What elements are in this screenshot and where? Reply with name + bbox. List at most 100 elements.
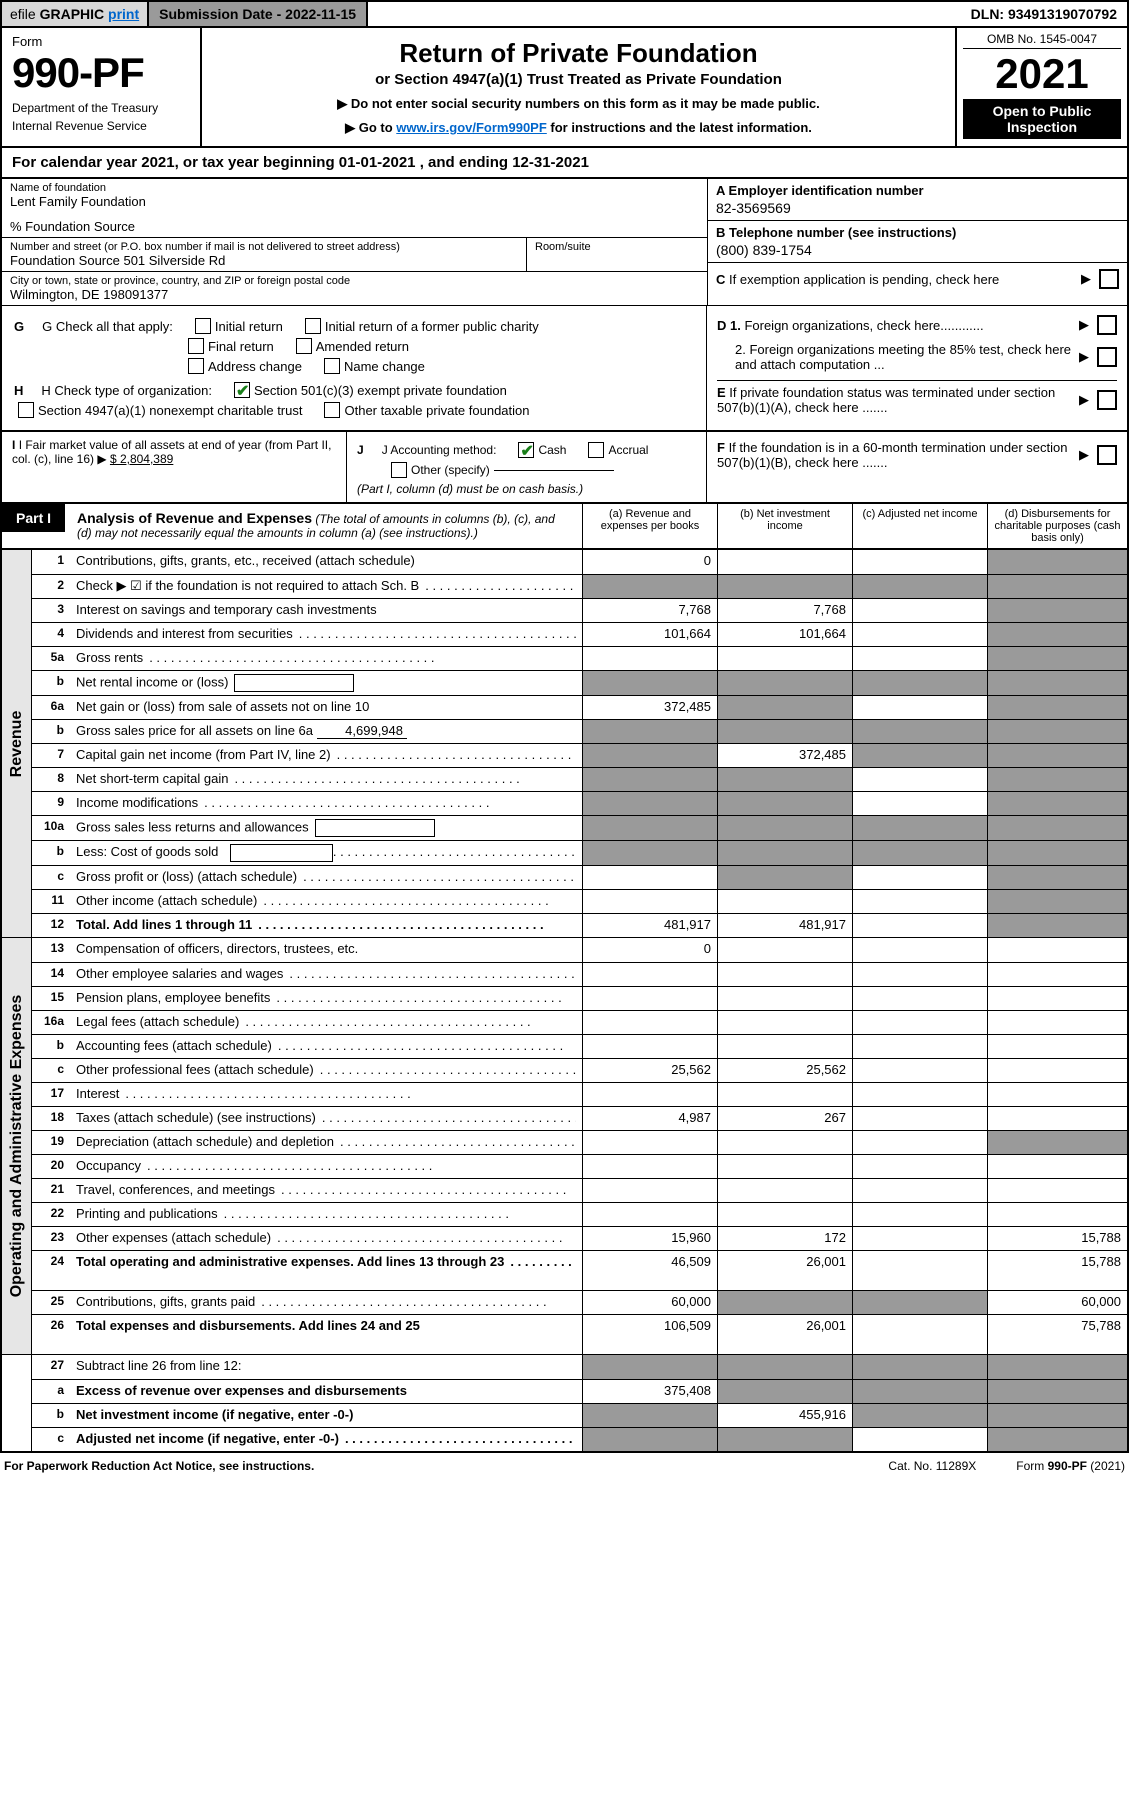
checks-block: G G Check all that apply: Initial return…: [0, 305, 1129, 432]
table-row: 16aLegal fees (attach schedule): [32, 1010, 1127, 1034]
checkbox-initial-return[interactable]: [195, 318, 211, 334]
cell-col-d: [987, 914, 1127, 937]
line-number: 6a: [32, 696, 70, 719]
cell-col-b: [717, 866, 852, 889]
cell-col-a: [582, 1203, 717, 1226]
cell-col-d: [987, 1011, 1127, 1034]
cell-col-b: 26,001: [717, 1315, 852, 1354]
form-header: Form 990-PF Department of the Treasury I…: [0, 28, 1129, 148]
line-number: 23: [32, 1227, 70, 1250]
cell-col-a: 106,509: [582, 1315, 717, 1354]
checkbox-final-return[interactable]: [188, 338, 204, 354]
cell-col-d: [987, 550, 1127, 574]
cell-col-a: 481,917: [582, 914, 717, 937]
table-row: 11Other income (attach schedule): [32, 889, 1127, 913]
checkbox-amended-return[interactable]: [296, 338, 312, 354]
cell-col-d: [987, 744, 1127, 767]
col-c-header: (c) Adjusted net income: [852, 504, 987, 548]
cell-col-b: [717, 647, 852, 670]
form-number: 990-PF: [12, 49, 190, 97]
cell-col-c: [852, 1380, 987, 1403]
cell-col-b: [717, 816, 852, 840]
checkbox-4947a1[interactable]: [18, 402, 34, 418]
cell-col-c: [852, 914, 987, 937]
line-number: 25: [32, 1291, 70, 1314]
line-number: b: [32, 671, 70, 695]
cell-col-d: 15,788: [987, 1251, 1127, 1290]
cell-col-d: [987, 768, 1127, 791]
care-of: % Foundation Source: [10, 219, 699, 234]
checkbox-d1[interactable]: [1097, 315, 1117, 335]
efile-box: efile GRAPHIC print: [2, 2, 149, 26]
line-number: c: [32, 1428, 70, 1451]
table-row: 7Capital gain net income (from Part IV, …: [32, 743, 1127, 767]
checkbox-address-change[interactable]: [188, 358, 204, 374]
table-row: 26Total expenses and disbursements. Add …: [32, 1314, 1127, 1354]
cell-col-c: [852, 816, 987, 840]
expenses-side-label: Operating and Administrative Expenses: [2, 938, 32, 1354]
cell-col-a: [582, 987, 717, 1010]
arrow-icon: ▶: [1081, 271, 1091, 287]
table-row: 21Travel, conferences, and meetings: [32, 1178, 1127, 1202]
cell-col-b: 26,001: [717, 1251, 852, 1290]
cell-col-d: 75,788: [987, 1315, 1127, 1354]
checkbox-d2[interactable]: [1097, 347, 1117, 367]
cell-col-c: [852, 647, 987, 670]
cat-no: Cat. No. 11289X: [888, 1459, 976, 1473]
cell-col-a: [582, 575, 717, 598]
line-number: 15: [32, 987, 70, 1010]
checkbox-name-change[interactable]: [324, 358, 340, 374]
line-description: Gross profit or (loss) (attach schedule): [70, 866, 582, 889]
efile-print-link[interactable]: print: [108, 6, 139, 22]
phone-value: (800) 839-1754: [716, 242, 1119, 258]
cell-col-a: [582, 1428, 717, 1451]
cell-col-b: [717, 987, 852, 1010]
checkbox-initial-former[interactable]: [305, 318, 321, 334]
checkbox-c[interactable]: [1099, 269, 1119, 289]
line-number: 19: [32, 1131, 70, 1154]
checkbox-accrual[interactable]: [588, 442, 604, 458]
city-cell: City or town, state or province, country…: [2, 272, 707, 305]
city-state-zip: Wilmington, DE 198091377: [10, 287, 699, 302]
submission-date-box: Submission Date - 2022-11-15: [149, 2, 368, 26]
cell-col-d: [987, 647, 1127, 670]
line-number: 20: [32, 1155, 70, 1178]
checkbox-other-method[interactable]: [391, 462, 407, 478]
g-row: G G Check all that apply: Initial return…: [14, 318, 694, 334]
checkbox-e[interactable]: [1097, 390, 1117, 410]
year-block: OMB No. 1545-0047 2021 Open to Public In…: [957, 28, 1127, 146]
table-row: 20Occupancy: [32, 1154, 1127, 1178]
table-row: 25Contributions, gifts, grants paid60,00…: [32, 1290, 1127, 1314]
cell-col-d: [987, 963, 1127, 986]
cell-col-c: [852, 963, 987, 986]
cell-col-b: [717, 792, 852, 815]
line-description: Depreciation (attach schedule) and deple…: [70, 1131, 582, 1154]
cell-col-c: [852, 1203, 987, 1226]
line-number: 27: [32, 1355, 70, 1379]
cell-col-b: 267: [717, 1107, 852, 1130]
checkbox-cash[interactable]: [518, 442, 534, 458]
cell-col-c: [852, 1131, 987, 1154]
revenue-side-label: Revenue: [2, 550, 32, 937]
checkbox-501c3[interactable]: [234, 382, 250, 398]
checkbox-other-taxable[interactable]: [324, 402, 340, 418]
cell-col-a: [582, 1011, 717, 1034]
line-description: Net rental income or (loss): [70, 671, 582, 695]
line-number: 4: [32, 623, 70, 646]
table-row: 1Contributions, gifts, grants, etc., rec…: [32, 550, 1127, 574]
line-number: 21: [32, 1179, 70, 1202]
top-bar: efile GRAPHIC print Submission Date - 20…: [0, 0, 1129, 28]
cell-col-d: [987, 1131, 1127, 1154]
line-number: 1: [32, 550, 70, 574]
line-number: a: [32, 1380, 70, 1403]
line-number: b: [32, 720, 70, 743]
cell-col-c: [852, 768, 987, 791]
instructions-link[interactable]: www.irs.gov/Form990PF: [396, 120, 547, 135]
cell-col-d: [987, 816, 1127, 840]
line-description: Travel, conferences, and meetings: [70, 1179, 582, 1202]
checkbox-f[interactable]: [1097, 445, 1117, 465]
line-description: Less: Cost of goods sold: [70, 841, 582, 865]
cell-col-c: [852, 1155, 987, 1178]
cell-col-a: 15,960: [582, 1227, 717, 1250]
cell-col-a: [582, 866, 717, 889]
